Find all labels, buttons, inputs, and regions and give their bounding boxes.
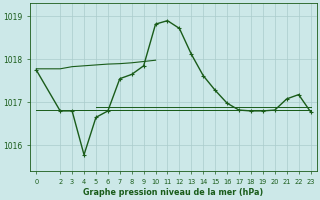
X-axis label: Graphe pression niveau de la mer (hPa): Graphe pression niveau de la mer (hPa): [83, 188, 264, 197]
